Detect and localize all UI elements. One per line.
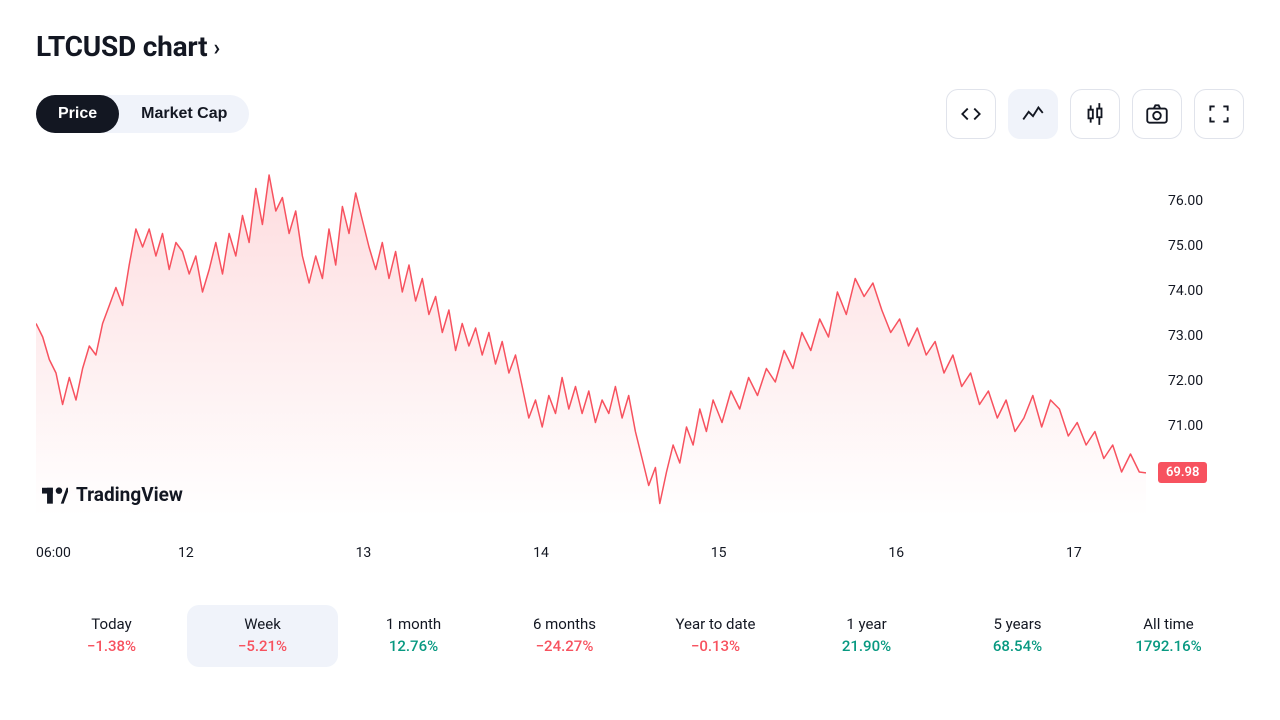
range-label: 1 month	[338, 615, 489, 633]
range-label: 6 months	[489, 615, 640, 633]
range-value: −1.38%	[36, 637, 187, 655]
candlestick-icon	[1082, 101, 1108, 127]
x-axis-label: 13	[356, 545, 372, 561]
range-value: 68.54%	[942, 637, 1093, 655]
chevron-right-icon: ›	[213, 36, 220, 61]
chart-title-row[interactable]: LTCUSD chart ›	[36, 30, 1244, 63]
range-value: −24.27%	[489, 637, 640, 655]
range-week[interactable]: Week −5.21%	[187, 605, 338, 667]
x-axis-label: 12	[178, 545, 194, 561]
range-label: All time	[1093, 615, 1244, 633]
range-all-time[interactable]: All time 1792.16%	[1093, 605, 1244, 667]
y-axis-label: 74.00	[1168, 283, 1203, 299]
price-tab[interactable]: Price	[36, 95, 119, 133]
metric-segmented-control: Price Market Cap	[36, 95, 249, 133]
x-axis-label: 15	[711, 545, 727, 561]
x-axis-label: 17	[1066, 545, 1082, 561]
area-chart-icon	[1020, 101, 1046, 127]
range-value: 12.76%	[338, 637, 489, 655]
embed-button[interactable]	[946, 89, 996, 139]
x-axis: 06:00 12 13 14 15 16 17	[36, 545, 1244, 571]
y-axis-label: 75.00	[1168, 238, 1203, 254]
snapshot-button[interactable]	[1132, 89, 1182, 139]
tradingview-watermark[interactable]: TradingView	[42, 483, 183, 506]
range-value: 1792.16%	[1093, 637, 1244, 655]
range-label: 5 years	[942, 615, 1093, 633]
watermark-text: TradingView	[76, 483, 183, 506]
current-price-tag: 69.98	[1158, 462, 1207, 483]
x-axis-label: 16	[888, 545, 904, 561]
range-label: Year to date	[640, 615, 791, 633]
fullscreen-icon	[1206, 101, 1232, 127]
y-axis-label: 76.00	[1168, 193, 1203, 209]
candlestick-button[interactable]	[1070, 89, 1120, 139]
y-axis-label: 71.00	[1168, 418, 1203, 434]
range-year-to-date[interactable]: Year to date −0.13%	[640, 605, 791, 667]
fullscreen-button[interactable]	[1194, 89, 1244, 139]
toolbar: Price Market Cap	[36, 89, 1244, 139]
y-axis-label: 73.00	[1168, 328, 1203, 344]
range-label: Today	[36, 615, 187, 633]
tradingview-logo-icon	[42, 484, 68, 506]
range-today[interactable]: Today −1.38%	[36, 605, 187, 667]
range-value: −0.13%	[640, 637, 791, 655]
area-chart-button[interactable]	[1008, 89, 1058, 139]
range-1-year[interactable]: 1 year 21.90%	[791, 605, 942, 667]
chart-title: LTCUSD chart	[36, 30, 207, 63]
market-cap-tab[interactable]: Market Cap	[119, 95, 249, 133]
range-label: Week	[187, 615, 338, 633]
camera-icon	[1144, 101, 1170, 127]
range-label: 1 year	[791, 615, 942, 633]
range-1-month[interactable]: 1 month 12.76%	[338, 605, 489, 667]
range-value: 21.90%	[791, 637, 942, 655]
x-axis-label: 06:00	[36, 545, 71, 561]
chart-svg	[36, 157, 1146, 517]
range-5-years[interactable]: 5 years 68.54%	[942, 605, 1093, 667]
x-axis-label: 14	[533, 545, 549, 561]
range-value: −5.21%	[187, 637, 338, 655]
chart-tools	[946, 89, 1244, 139]
code-icon	[958, 101, 984, 127]
y-axis-label: 72.00	[1168, 373, 1203, 389]
range-6-months[interactable]: 6 months −24.27%	[489, 605, 640, 667]
range-selector: Today −1.38%Week −5.21%1 month 12.76%6 mont…	[36, 605, 1244, 667]
price-chart[interactable]: 76.00 75.00 74.00 73.00 72.00 71.00 69.98 Tradi…	[36, 157, 1244, 537]
